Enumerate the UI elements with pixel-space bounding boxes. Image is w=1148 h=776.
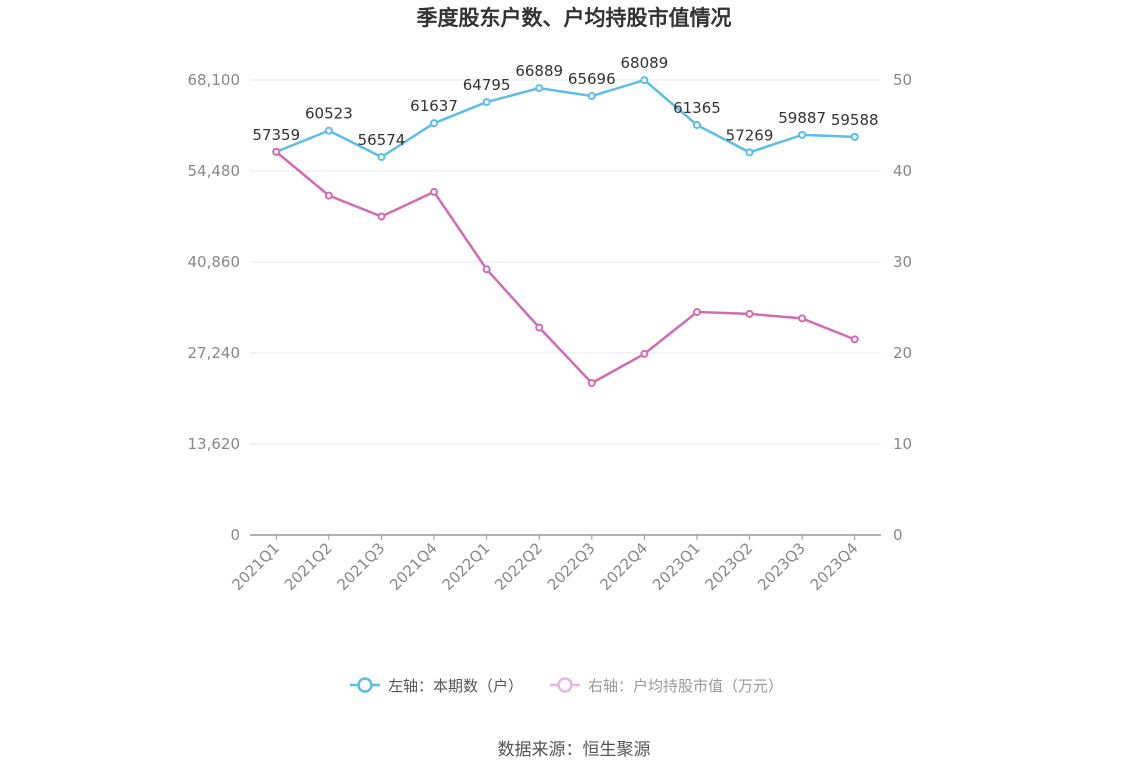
data-point bbox=[692, 308, 701, 317]
data-label: 59887 bbox=[778, 109, 826, 127]
data-point bbox=[430, 119, 439, 128]
left-tick-label: 27,240 bbox=[188, 344, 241, 362]
data-label: 61365 bbox=[673, 99, 721, 117]
x-tick-label: 2022Q3 bbox=[544, 539, 599, 594]
legend-item-1[interactable]: 左轴：本期数（户） bbox=[350, 677, 523, 695]
right-tick-label: 30 bbox=[893, 253, 912, 271]
data-point bbox=[850, 335, 859, 344]
right-axis-ticks: 0 10 20 30 40 50 bbox=[893, 71, 912, 544]
data-point bbox=[324, 126, 333, 135]
chart-title: 季度股东户数、户均持股市值情况 bbox=[417, 6, 732, 30]
x-tick-label: 2021Q2 bbox=[281, 539, 336, 594]
data-point bbox=[587, 92, 596, 101]
data-point bbox=[745, 148, 754, 157]
data-point bbox=[640, 76, 649, 85]
data-label: 61637 bbox=[410, 97, 458, 115]
data-point bbox=[850, 132, 859, 141]
grid bbox=[250, 79, 881, 445]
x-tick-label: 2022Q2 bbox=[491, 539, 546, 594]
right-tick-label: 40 bbox=[893, 162, 912, 180]
x-tick-label: 2022Q1 bbox=[439, 539, 494, 594]
left-tick-label: 40,860 bbox=[188, 253, 241, 271]
data-point bbox=[745, 309, 754, 318]
left-tick-label: 54,480 bbox=[188, 162, 241, 180]
legend[interactable]: 左轴：本期数（户） 右轴：户均持股市值（万元） bbox=[350, 677, 783, 695]
legend-marker bbox=[357, 677, 373, 693]
legend-item-2[interactable]: 右轴：户均持股市值（万元） bbox=[550, 677, 783, 695]
data-label: 60523 bbox=[305, 105, 353, 123]
data-point bbox=[377, 153, 386, 162]
data-label: 68089 bbox=[621, 54, 669, 72]
x-tick-label: 2023Q4 bbox=[807, 539, 862, 594]
data-point bbox=[587, 379, 596, 388]
x-axis-ticks: 2021Q12021Q22021Q32021Q42022Q12022Q22022… bbox=[228, 535, 862, 594]
legend-marker bbox=[557, 677, 573, 693]
data-point bbox=[535, 84, 544, 93]
data-point bbox=[377, 212, 386, 221]
data-point bbox=[272, 147, 281, 156]
right-tick-label: 20 bbox=[893, 344, 912, 362]
series-line-1 bbox=[275, 78, 855, 159]
data-label: 57359 bbox=[252, 126, 300, 144]
x-tick-label: 2023Q3 bbox=[754, 539, 809, 594]
data-label: 64795 bbox=[463, 76, 511, 94]
data-point bbox=[798, 314, 807, 323]
x-tick-label: 2021Q3 bbox=[333, 539, 388, 594]
right-tick-label: 0 bbox=[893, 526, 903, 544]
x-tick-label: 2023Q1 bbox=[649, 539, 704, 594]
legend-label: 左轴：本期数（户） bbox=[388, 677, 523, 695]
data-point bbox=[482, 98, 491, 107]
series-line-2 bbox=[275, 150, 856, 385]
data-point bbox=[324, 191, 333, 200]
data-point bbox=[692, 120, 701, 129]
left-tick-label: 13,620 bbox=[188, 435, 241, 453]
x-tick-label: 2021Q1 bbox=[228, 539, 283, 594]
series bbox=[272, 76, 859, 388]
x-tick-label: 2023Q2 bbox=[702, 539, 757, 594]
left-tick-label: 68,100 bbox=[188, 71, 241, 89]
data-point bbox=[640, 349, 649, 358]
data-point bbox=[430, 187, 439, 196]
data-label: 59588 bbox=[831, 111, 879, 129]
source-note: 数据来源：恒生聚源 bbox=[498, 740, 651, 760]
x-tick-label: 2022Q4 bbox=[596, 539, 651, 594]
right-tick-label: 10 bbox=[893, 435, 912, 453]
left-tick-label: 0 bbox=[230, 526, 240, 544]
right-tick-label: 50 bbox=[893, 71, 912, 89]
data-point bbox=[798, 130, 807, 139]
x-tick-label: 2021Q4 bbox=[386, 539, 441, 594]
data-label: 57269 bbox=[726, 126, 774, 144]
data-label: 65696 bbox=[568, 70, 616, 88]
data-label: 66889 bbox=[515, 62, 563, 80]
left-axis-ticks: 0 13,620 27,240 40,860 54,480 68,100 bbox=[188, 71, 241, 544]
data-point bbox=[535, 323, 544, 332]
data-point bbox=[482, 265, 491, 274]
data-label: 56574 bbox=[358, 131, 406, 149]
legend-label: 右轴：户均持股市值（万元） bbox=[588, 677, 783, 695]
